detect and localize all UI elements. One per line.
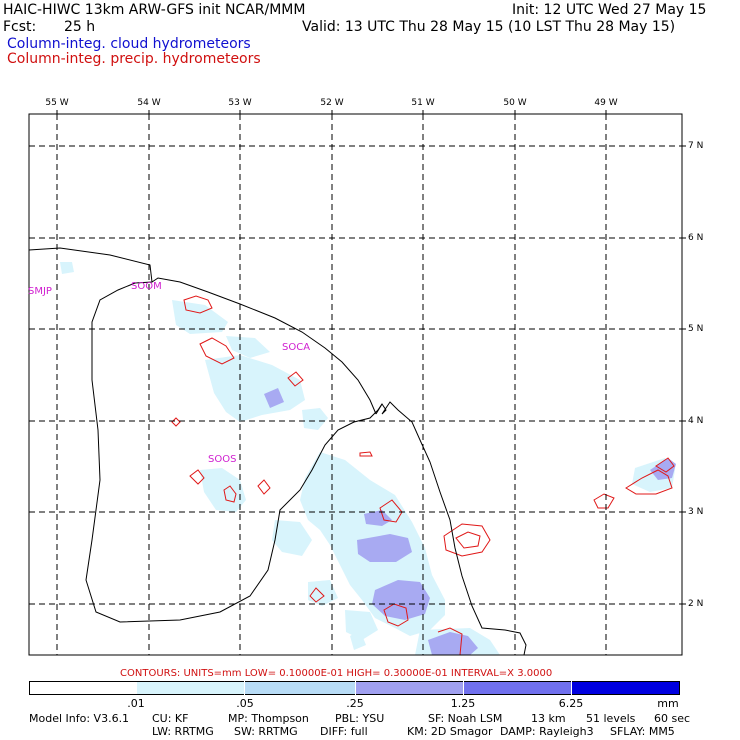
model-info-levels: 51 levels [586,712,636,725]
model-info-sflay: SFLAY: MM5 [610,725,675,738]
model-info-timestep: 60 sec [654,712,691,725]
lon-label-52w: 52 W [320,98,344,108]
init-time: Init: 12 UTC Wed 27 May 15 [512,2,707,18]
forecast-hour: 25 h [64,19,96,35]
station-label-soom: SOOM [131,281,162,292]
colorbar-segment [572,681,680,695]
valid-time: Valid: 13 UTC Thu 28 May 15 (10 LST Thu … [302,19,676,35]
plot-title: HAIC-HIWC 13km ARW-GFS init NCAR/MMM [3,2,306,18]
lon-label-54w: 54 W [137,98,161,108]
colorbar-segment [29,681,137,695]
model-info-sf: SF: Noah LSM [428,712,503,725]
station-label-smjp: SMJP [28,286,52,297]
colorbar-tick: 6.25 [558,697,584,710]
model-info-km: KM: 2D Smagor [407,725,493,738]
model-info-pbl: PBL: YSU [335,712,385,725]
station-label-soos: SOOS [208,454,237,465]
lon-label-51w: 51 W [411,98,435,108]
coastline [29,247,527,655]
colorbar-tick: 1.25 [450,697,476,710]
lat-label-3n: 3 N [688,507,704,517]
colorbar-units: mm [657,697,679,710]
lon-label-49w: 49 W [594,98,618,108]
colorbar-segment [464,681,571,695]
lat-label-4n: 4 N [688,416,704,426]
field-cloud-label: Column-integ. cloud hydrometeors [7,36,251,52]
lon-label-50w: 50 W [503,98,527,108]
station-label-soca: SOCA [282,342,311,353]
colorbar-segment [245,681,355,695]
colorbar-segment [137,681,244,695]
lat-lon-grid [29,114,682,655]
lat-label-7n: 7 N [688,141,704,151]
colorbar-segment [356,681,463,695]
model-info-cu: CU: KF [152,712,189,725]
model-info-version: Model Info: V3.6.1 [29,712,130,725]
map-frame [28,113,683,656]
forecast-label: Fcst: [3,19,37,35]
model-info-sw: SW: RRTMG [234,725,298,738]
colorbar-tick: .25 [346,697,364,710]
contour-info: CONTOURS: UNITS=mm LOW= 0.10000E-01 HIGH… [120,668,553,679]
lat-label-5n: 5 N [688,324,704,334]
model-info-lw: LW: RRTMG [152,725,214,738]
cloud-shading-medium [264,388,676,655]
lat-label-2n: 2 N [688,599,704,609]
model-info-mp: MP: Thompson [228,712,309,725]
colorbar-tick: .05 [236,697,254,710]
model-info-resolution: 13 km [531,712,566,725]
model-info-diff: DIFF: full [320,725,368,738]
lat-label-6n: 6 N [688,233,704,243]
lon-label-53w: 53 W [228,98,252,108]
field-precip-label: Column-integ. precip. hydrometeors [7,51,261,67]
cloud-shading-light [60,262,675,655]
lon-label-55w: 55 W [45,98,69,108]
model-info-damp: DAMP: Rayleigh3 [500,725,594,738]
colorbar-tick: .01 [127,697,145,710]
